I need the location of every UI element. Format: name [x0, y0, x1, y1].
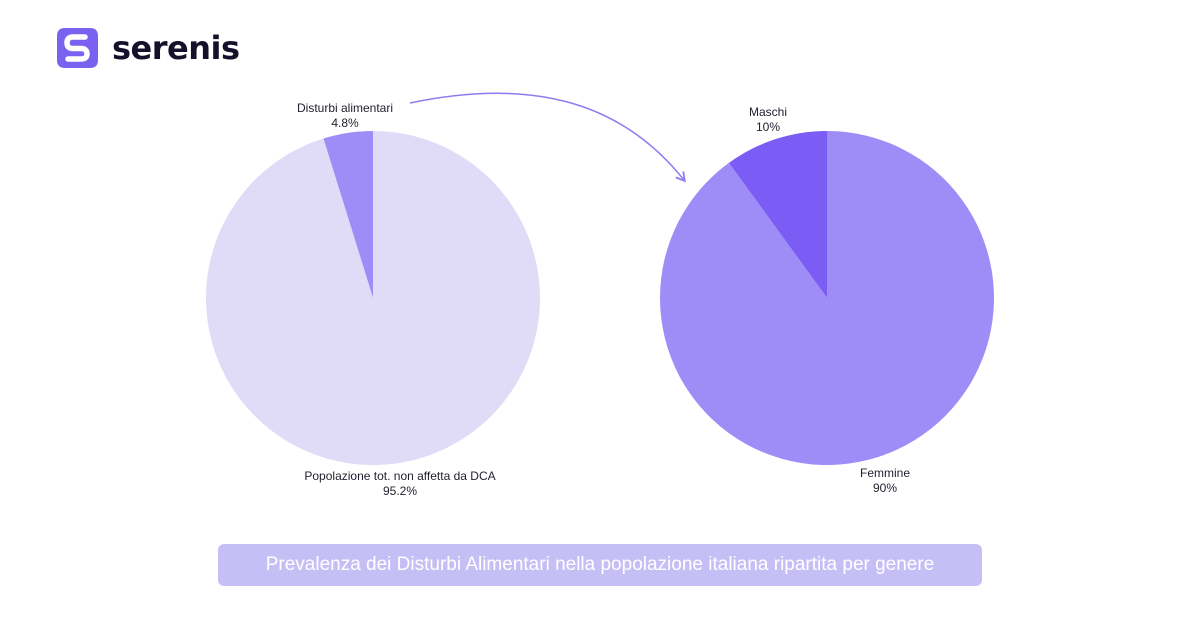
brand-name: serenis — [112, 29, 240, 67]
brand-logo: serenis — [56, 28, 240, 68]
slice-label-popolazione-tot-non-affetta-da-dca: Popolazione tot. non affetta da DCA — [304, 469, 495, 483]
curved-arrow-icon — [409, 92, 686, 183]
slice-label-maschi: Maschi — [749, 105, 787, 119]
pie-slice-femmine — [660, 131, 994, 465]
slice-value-maschi: 10% — [756, 120, 780, 134]
slice-value-femmine: 90% — [873, 481, 897, 495]
pie-slice-popolazione-tot-non-affetta-da-dca — [206, 131, 540, 466]
pie-slice-maschi — [728, 131, 827, 298]
serenis-s-logo-icon — [57, 28, 98, 68]
slice-label-disturbi-alimentari: Disturbi alimentari — [297, 101, 393, 115]
caption-text: Prevalenza dei Disturbi Alimentari nella… — [265, 554, 935, 575]
chart-caption: Prevalenza dei Disturbi Alimentari nella… — [218, 544, 982, 586]
slice-value-disturbi-alimentari: 4.8% — [331, 116, 359, 130]
pie-slice-disturbi-alimentari — [323, 131, 373, 298]
slice-value-popolazione-tot-non-affetta-da-dca: 95.2% — [383, 484, 417, 498]
slice-label-femmine: Femmine — [860, 466, 910, 480]
